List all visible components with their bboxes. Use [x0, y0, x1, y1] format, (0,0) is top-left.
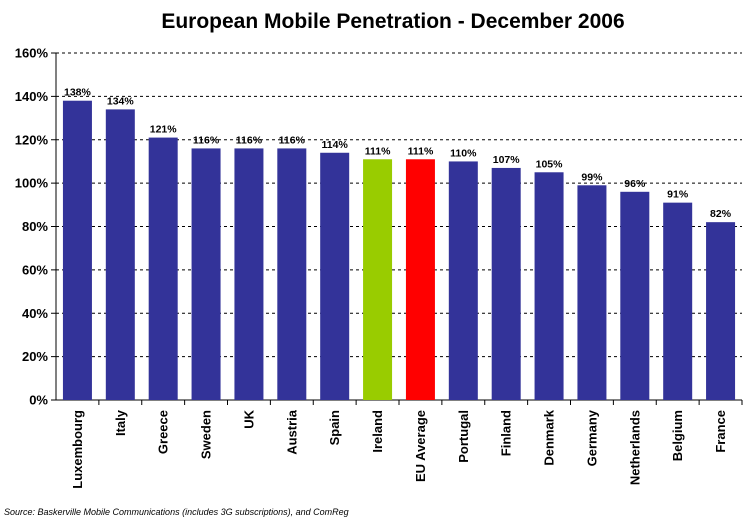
- data-label: 121%: [150, 124, 178, 136]
- bar-france: [706, 222, 736, 400]
- bar-finland: [491, 167, 521, 400]
- y-tick-label: 140%: [15, 89, 49, 104]
- y-tick-label: 40%: [22, 306, 48, 321]
- data-label: 116%: [279, 134, 306, 146]
- data-label: 105%: [536, 158, 564, 170]
- data-label: 111%: [408, 145, 434, 157]
- bar-italy: [105, 109, 135, 400]
- x-category-label: France: [713, 410, 728, 453]
- data-label: 111%: [365, 145, 391, 157]
- data-label: 138%: [64, 87, 92, 99]
- x-category-label: Sweden: [199, 410, 214, 459]
- data-label: 110%: [450, 147, 477, 159]
- x-category-label: EU Average: [413, 410, 428, 482]
- data-label: 116%: [193, 134, 220, 146]
- x-category-label: Portugal: [456, 410, 471, 463]
- y-tick-label: 0%: [29, 393, 48, 408]
- x-category-label: Greece: [156, 410, 171, 454]
- data-label: 91%: [667, 189, 689, 201]
- bar-luxembourg: [62, 100, 92, 401]
- data-label: 116%: [236, 134, 263, 146]
- data-label: 134%: [107, 95, 135, 107]
- source-note: Source: Baskerville Mobile Communication…: [4, 507, 349, 517]
- y-tick-label: 80%: [22, 219, 48, 234]
- x-category-label: UK: [241, 409, 256, 428]
- bar-portugal: [448, 161, 478, 400]
- bar-uk: [234, 148, 264, 400]
- bar-belgium: [663, 202, 693, 400]
- data-label: 82%: [710, 208, 732, 220]
- data-label: 99%: [581, 171, 603, 183]
- y-tick-label: 100%: [15, 176, 49, 191]
- data-label: 114%: [322, 139, 349, 151]
- x-category-label: Spain: [327, 410, 342, 445]
- y-tick-label: 60%: [22, 262, 48, 277]
- bar-austria: [277, 148, 307, 400]
- bar-greece: [148, 137, 178, 401]
- x-axis-labels: Luxembourg Italy Greece Sweden UK Austria Spai…: [70, 409, 728, 489]
- x-category-label: Luxembourg: [70, 410, 85, 489]
- y-tick-label: 160%: [15, 46, 49, 61]
- x-category-label: Italy: [113, 409, 128, 436]
- x-category-label: Ireland: [370, 410, 385, 453]
- chart-title: European Mobile Penetration - December 2…: [161, 10, 624, 33]
- bar-germany: [577, 185, 607, 400]
- x-category-label: Belgium: [670, 410, 685, 461]
- x-category-label: Denmark: [542, 409, 557, 465]
- data-labels: 138% 134% 121% 116% 116% 116% 114% 111% 111% 110%…: [64, 87, 732, 220]
- bar-spain: [320, 152, 350, 400]
- bars: [62, 100, 736, 401]
- x-category-label: Germany: [584, 409, 599, 466]
- y-tick-label: 120%: [15, 132, 49, 147]
- bar-denmark: [534, 172, 564, 400]
- bar-sweden: [191, 148, 221, 400]
- y-tick-label: 20%: [22, 349, 48, 364]
- x-category-label: Netherlands: [627, 410, 642, 485]
- bar-netherlands: [620, 191, 650, 400]
- data-label: 96%: [624, 178, 646, 190]
- y-axis-ticks: 0% 20% 40% 60% 80% 100% 120% 140% 160%: [15, 46, 56, 408]
- x-category-label: Finland: [499, 410, 514, 456]
- bar-eu-average: [405, 159, 435, 400]
- x-category-label: Austria: [284, 409, 299, 455]
- data-label: 107%: [493, 154, 521, 166]
- bar-ireland: [363, 159, 393, 400]
